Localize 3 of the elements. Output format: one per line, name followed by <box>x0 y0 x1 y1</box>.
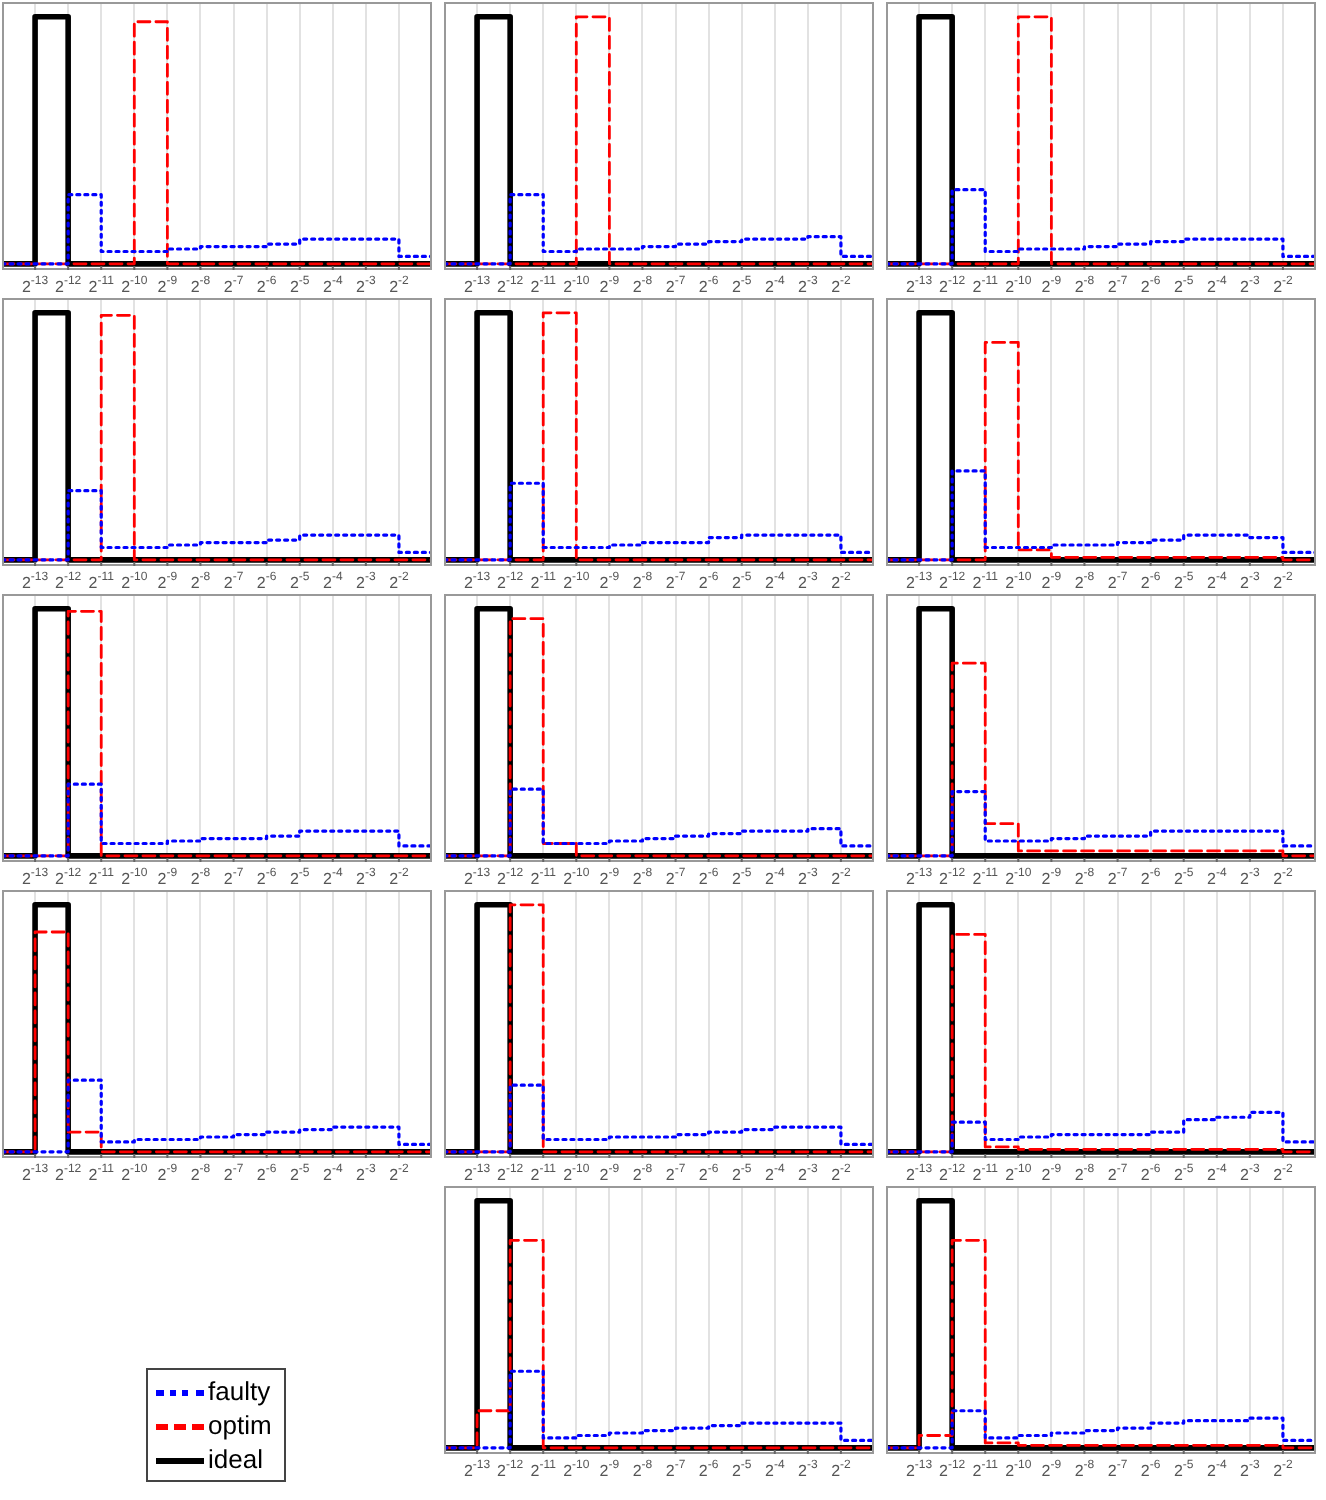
legend-label: ideal <box>208 1444 263 1474</box>
legend-label: optim <box>208 1410 272 1440</box>
legend-label: faulty <box>208 1376 271 1406</box>
